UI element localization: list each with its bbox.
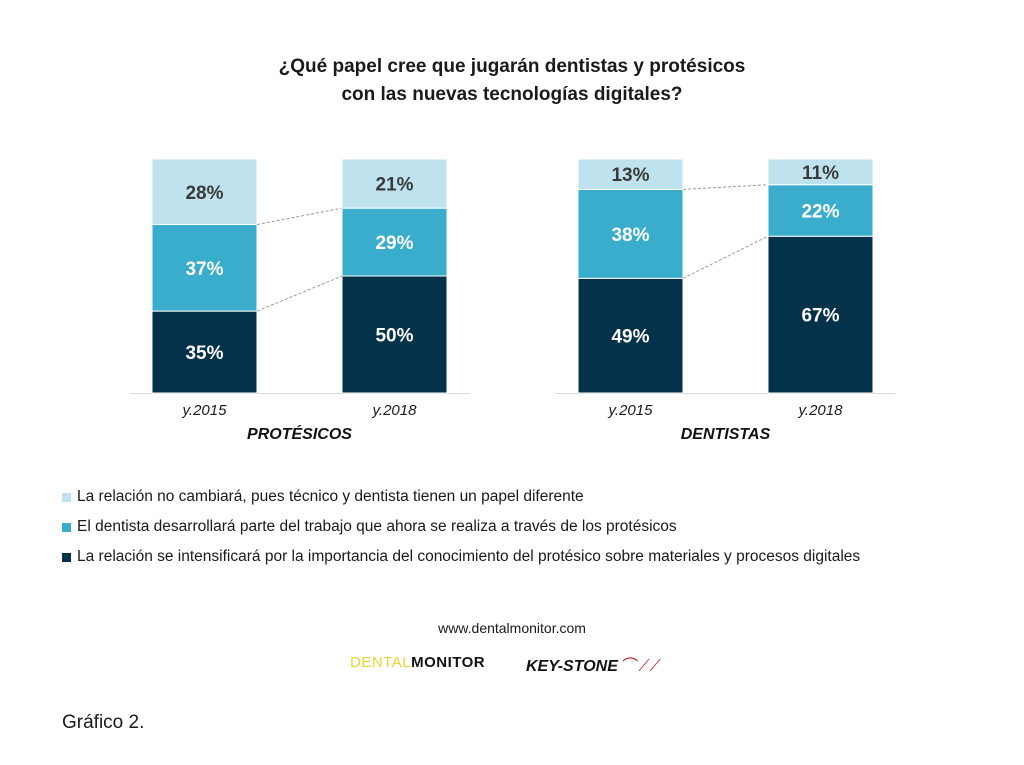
bar-segment	[577, 277, 684, 394]
logo-keystone: KEY-STONE	[526, 658, 618, 675]
data-label: 11%	[802, 163, 839, 184]
keystone-logo: KEY-STONE ⌒⟋⟋	[526, 652, 661, 676]
data-label: 67%	[801, 306, 839, 327]
bar-segment	[341, 207, 448, 277]
bar-segment	[767, 235, 874, 394]
group-label: DENTISTAS	[681, 426, 771, 443]
logo-monitor: MONITOR	[411, 654, 486, 671]
data-label: 13%	[611, 165, 649, 186]
chart-title-line-1: ¿Qué papel cree que jugarán dentistas y …	[278, 56, 746, 77]
data-label: 28%	[185, 183, 223, 204]
legend-item-no-change: La relación no cambiará, pues técnico y …	[62, 488, 584, 506]
dentalmonitor-logo: DENTALMONITOR	[350, 654, 485, 671]
x-tick-label: y.2015	[608, 402, 654, 419]
website-url: www.dentalmonitor.com	[438, 620, 586, 636]
legend-label: La relación no cambiará, pues técnico y …	[77, 488, 584, 505]
bar-segment	[767, 184, 874, 237]
legend-item-dentist: El dentista desarrollará parte del traba…	[62, 518, 677, 536]
bar-segment	[151, 310, 258, 394]
x-tick-label: y.2015	[182, 402, 228, 419]
data-label: 29%	[375, 233, 413, 254]
bar-segment	[341, 275, 448, 394]
x-tick-label: y.2018	[372, 402, 418, 419]
data-label: 38%	[611, 225, 649, 246]
legend-swatch	[62, 492, 71, 502]
data-label: 35%	[185, 343, 223, 364]
data-label: 22%	[801, 201, 839, 222]
logo-dental: DENTAL	[350, 654, 412, 671]
legend-swatch	[62, 552, 71, 562]
data-label: 21%	[375, 175, 413, 196]
legend-label: La relación se intensificará por la impo…	[77, 548, 861, 565]
group-label: PROTÉSICOS	[247, 424, 352, 443]
data-label: 37%	[185, 259, 223, 280]
bar-segment	[341, 158, 448, 209]
keystone-mark-icon: ⌒⟋⟋	[622, 658, 661, 675]
bar-segment	[577, 188, 684, 279]
stacked-bar-chart: 35% 37% 28% y.2015 50% 29% 21% y.2018 PROTÉSICOS…	[130, 158, 895, 443]
chart-title-line-2: con las nuevas tecnologías digitales?	[341, 84, 683, 105]
figure-caption: Gráfico 2.	[62, 712, 145, 733]
series-connector-line	[682, 235, 769, 279]
series-connector-line	[682, 184, 769, 190]
series-connector-line	[256, 275, 343, 312]
bar-segment	[767, 158, 874, 186]
legend-swatch	[62, 522, 71, 532]
bar-segment	[151, 158, 258, 226]
series-connector-line	[256, 207, 343, 226]
data-label: 49%	[611, 327, 649, 348]
legend-label: El dentista desarrollará parte del traba…	[77, 518, 677, 535]
x-tick-label: y.2018	[798, 402, 844, 419]
data-label: 50%	[375, 326, 413, 347]
legend-item-intensify: La relación se intensificará por la impo…	[62, 548, 860, 566]
bar-segment	[577, 158, 684, 190]
